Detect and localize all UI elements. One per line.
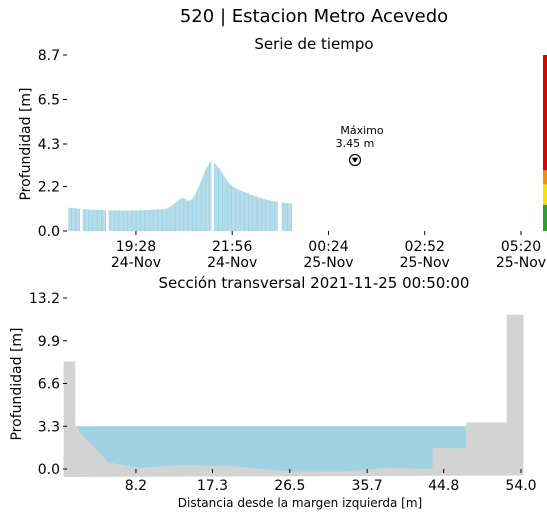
- water-area: [75, 426, 467, 475]
- alert-level-bar: [543, 55, 547, 231]
- x-tick-label: 54.0: [505, 478, 536, 494]
- time-series-title: Serie de tiempo: [254, 35, 373, 53]
- x-tick-label: 24-Nov: [111, 255, 161, 271]
- alert-level-segment: [543, 55, 547, 171]
- cross-section-x-label: Distancia desde la margen izquierda [m]: [178, 496, 422, 510]
- time-series-y-axis: 0.0 2.2 4.3 6.5 8.7: [38, 48, 67, 240]
- alert-level-segment: [543, 184, 547, 205]
- cross-section-title: Sección transversal 2021-11-25 00:50:00: [159, 274, 470, 292]
- alert-level-segment: [543, 170, 547, 185]
- x-tick-label: 25-Nov: [496, 255, 546, 271]
- y-tick-label: 13.2: [29, 291, 60, 307]
- x-tick-label: 25-Nov: [303, 255, 353, 271]
- y-tick-label: 6.6: [38, 377, 60, 393]
- time-series-y-label: Profundidad [m]: [18, 87, 34, 200]
- cross-section-x-axis: 8.2 17.3 26.5 35.7 44.8 54.0: [125, 469, 537, 494]
- x-tick-label: 17.3: [197, 478, 228, 494]
- cross-section-y-axis: 0.0 3.3 6.6 9.9 13.2: [29, 291, 67, 478]
- y-tick-label: 8.7: [38, 48, 60, 64]
- x-tick-label: 44.8: [428, 478, 459, 494]
- x-tick-label: 19:28: [116, 239, 156, 255]
- y-tick-label: 2.2: [38, 179, 60, 195]
- figure-title: 520 | Estacion Metro Acevedo: [180, 6, 448, 27]
- max-marker-arrow-icon: [351, 157, 359, 163]
- max-value: 3.45 m: [336, 137, 375, 150]
- time-series-chart: Serie de tiempo 0.02.24.36.58.7 19:2824-…: [18, 35, 547, 271]
- y-tick-label: 6.5: [38, 93, 60, 109]
- alert-level-segment: [543, 204, 547, 231]
- y-tick-label: 0.0: [38, 462, 60, 478]
- y-tick-label: 4.3: [38, 137, 60, 153]
- y-tick-label: 9.9: [38, 334, 60, 350]
- x-tick-label: 26.5: [274, 478, 305, 494]
- x-tick-label: 8.2: [125, 478, 147, 494]
- ground-profile: [63, 314, 524, 477]
- x-tick-label: 25-Nov: [400, 255, 450, 271]
- max-label: Máximo: [340, 124, 384, 137]
- x-tick-label: 05:20: [501, 239, 541, 255]
- cross-section-plot: [63, 314, 524, 477]
- x-tick-label: 02:52: [405, 239, 445, 255]
- y-tick-label: 0.0: [38, 224, 60, 240]
- cross-section-y-label: Profundidad [m]: [9, 327, 25, 440]
- x-tick-label: 24-Nov: [207, 255, 257, 271]
- x-tick-label: 21:56: [212, 239, 252, 255]
- cross-section-chart: Sección transversal 2021-11-25 00:50:00 …: [9, 274, 537, 510]
- x-tick-label: 35.7: [352, 478, 383, 494]
- time-series-x-axis: 19:2824-Nov21:5624-Nov00:2425-Nov02:5225…: [111, 231, 546, 271]
- time-series-bars: [68, 161, 292, 231]
- max-annotation: Máximo 3.45 m: [336, 124, 384, 167]
- y-tick-label: 3.3: [38, 419, 60, 435]
- x-tick-label: 00:24: [308, 239, 348, 255]
